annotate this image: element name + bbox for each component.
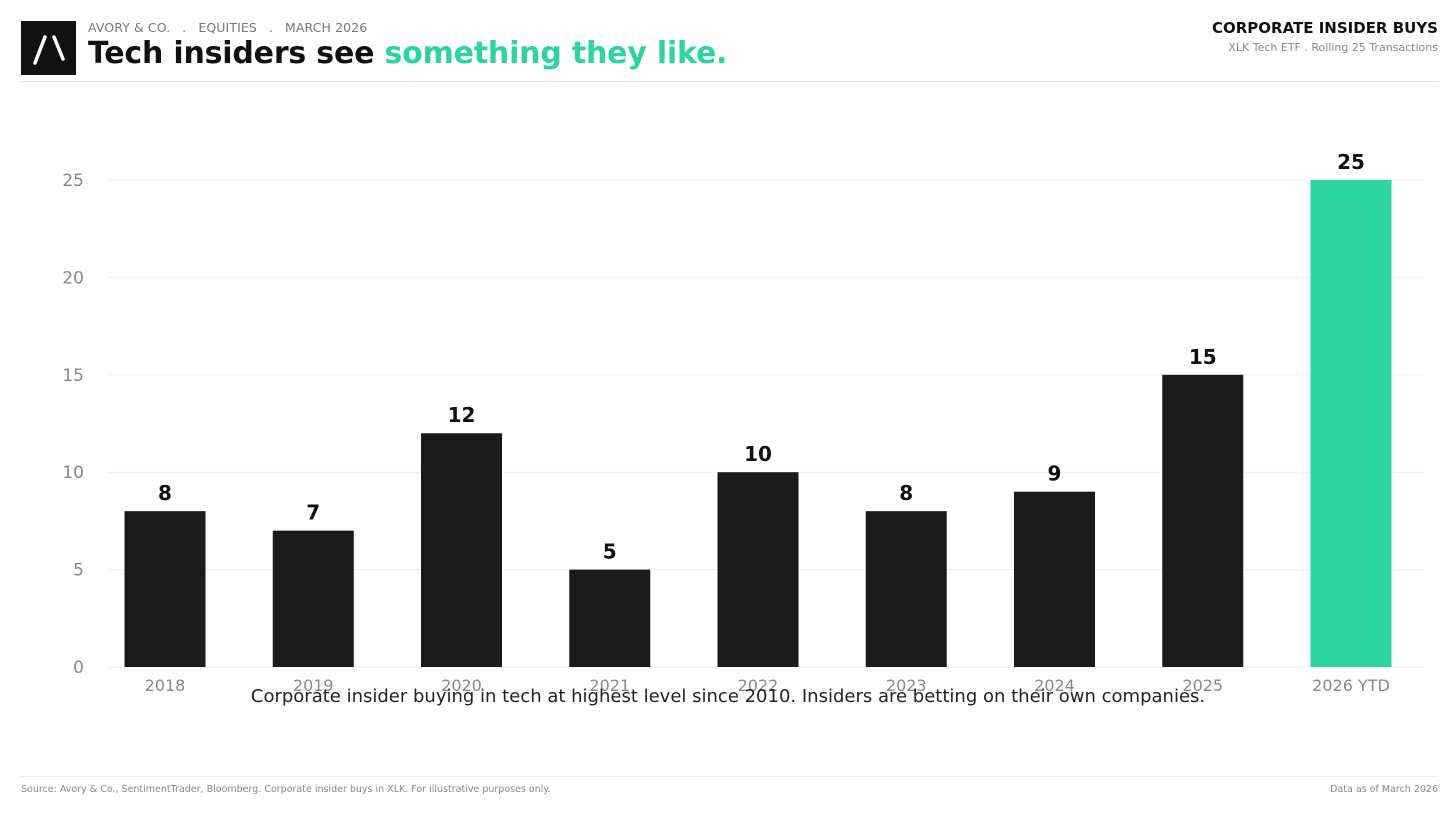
data-label: 9 [1048, 462, 1062, 486]
bar [1310, 180, 1392, 667]
y-tick-label: 20 [62, 268, 84, 288]
y-tick-label: 25 [62, 171, 84, 191]
header-divider [21, 81, 1438, 82]
x-tick-label: 2024 [1034, 676, 1075, 695]
data-label: 10 [744, 442, 772, 466]
eyebrow-separator: . [182, 20, 187, 35]
data-label: 12 [448, 403, 476, 427]
eyebrow: AVORY & CO.. EQUITIES. MARCH 2026 [88, 20, 367, 35]
data-label: 5 [603, 540, 617, 564]
data-label: 15 [1189, 345, 1217, 369]
page-title-accent: something they like. [384, 36, 728, 71]
x-tick-label: 2025 [1182, 676, 1223, 695]
eyebrow-section: EQUITIES [198, 20, 257, 35]
x-tick-label: 2019 [293, 676, 334, 695]
data-as-of: Data as of March 2026 [1330, 784, 1438, 795]
eyebrow-date: MARCH 2026 [284, 20, 368, 35]
bar [1162, 374, 1244, 667]
data-label: 8 [158, 481, 172, 505]
y-tick-label: 15 [62, 366, 84, 386]
chart-title: CORPORATE INSIDER BUYS [1211, 19, 1438, 37]
footer-divider [21, 776, 1438, 777]
chart-subtitle: XLK Tech ETF . Rolling 25 Transactions [1228, 41, 1438, 54]
x-tick-label: 2021 [589, 676, 630, 695]
page-title-main: Tech insiders see [88, 36, 385, 71]
x-tick-label: 2026 YTD [1312, 676, 1390, 695]
x-tick-label: 2020 [441, 676, 482, 695]
x-tick-label: 2018 [145, 676, 186, 695]
data-label: 25 [1337, 150, 1365, 174]
page-title: Tech insiders see something they like. [88, 36, 728, 71]
data-label: 7 [306, 501, 320, 525]
bar [1014, 491, 1095, 667]
bar [717, 472, 799, 667]
bar [421, 433, 502, 667]
bar [124, 511, 206, 667]
chart-caption: Corporate insider buying in tech at high… [250, 686, 1206, 707]
eyebrow-separator: . [268, 20, 273, 35]
bar [272, 530, 354, 667]
brand-logo [21, 21, 76, 75]
data-label: 8 [899, 481, 913, 505]
y-tick-label: 0 [73, 658, 84, 678]
eyebrow-brand: AVORY & CO. [88, 20, 171, 35]
bar [569, 569, 651, 667]
y-tick-label: 5 [73, 561, 84, 581]
bar [865, 511, 947, 667]
slash-mark-icon [33, 35, 65, 65]
source-note: Source: Avory & Co., SentimentTrader, Bl… [21, 784, 551, 795]
x-tick-label: 2022 [738, 676, 779, 695]
x-tick-label: 2023 [886, 676, 927, 695]
y-tick-label: 10 [62, 463, 84, 483]
